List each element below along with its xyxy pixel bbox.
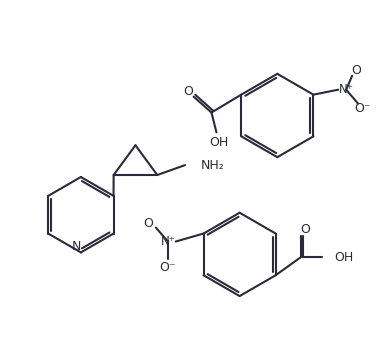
Text: O: O bbox=[184, 85, 194, 98]
Text: N: N bbox=[72, 240, 81, 253]
Text: NH₂: NH₂ bbox=[201, 159, 225, 171]
Text: N⁺: N⁺ bbox=[339, 83, 354, 96]
Text: O⁻: O⁻ bbox=[159, 261, 176, 274]
Text: O: O bbox=[143, 217, 153, 230]
Text: OH: OH bbox=[334, 251, 354, 264]
Text: N⁺: N⁺ bbox=[161, 235, 175, 248]
Text: O⁻: O⁻ bbox=[354, 102, 370, 115]
Text: O: O bbox=[351, 64, 361, 77]
Text: OH: OH bbox=[209, 136, 228, 149]
Text: O: O bbox=[301, 223, 310, 236]
